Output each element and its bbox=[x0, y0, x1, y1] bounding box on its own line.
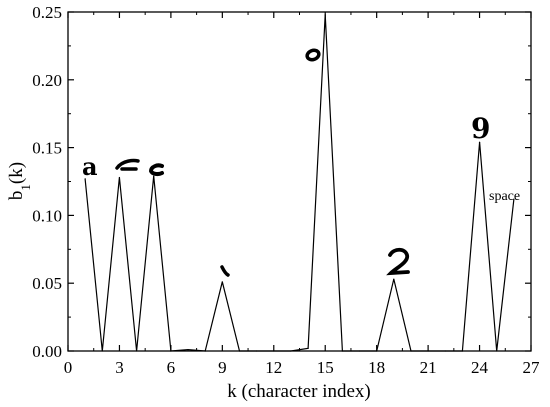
x-tick-label: 24 bbox=[471, 358, 489, 377]
data-point bbox=[444, 350, 446, 352]
data-point bbox=[238, 350, 241, 352]
data-point bbox=[153, 175, 155, 177]
y-axis-title-main: b bbox=[6, 191, 27, 201]
x-tick-label: 21 bbox=[420, 358, 437, 377]
data-point bbox=[410, 350, 412, 352]
x-tick-label: 9 bbox=[218, 358, 227, 377]
y-tick-label: 0.10 bbox=[32, 206, 62, 225]
y-axis-title-sub: 1 bbox=[18, 184, 33, 191]
data-point bbox=[84, 178, 86, 180]
x-tick-label: 12 bbox=[265, 358, 282, 377]
y-tick-label: 0.20 bbox=[32, 71, 62, 90]
data-point bbox=[135, 350, 138, 352]
plot-frame bbox=[67, 11, 532, 352]
axis-ticks bbox=[67, 11, 532, 352]
data-point bbox=[187, 349, 189, 351]
glyph-a: a bbox=[82, 152, 98, 181]
data-point bbox=[170, 350, 172, 352]
y-axis-title: b1(k) bbox=[6, 162, 33, 200]
annotation-space: space bbox=[489, 189, 520, 204]
data-point bbox=[376, 350, 378, 352]
data-point bbox=[478, 141, 481, 143]
data-point bbox=[358, 350, 361, 352]
tick-labels: 0 3 6 9 12 15 18 21 24 27 0.00 0.05 0.10 0.15 0.20 0.25 bbox=[32, 3, 540, 377]
x-tick-label: 15 bbox=[317, 358, 334, 377]
x-tick-label: 3 bbox=[115, 358, 124, 377]
data-point bbox=[204, 350, 206, 352]
data-point bbox=[513, 198, 515, 200]
x-tick-label: 6 bbox=[167, 358, 176, 377]
glyph-c bbox=[148, 163, 164, 177]
glyph-2 bbox=[386, 247, 410, 276]
data-point bbox=[496, 350, 498, 352]
y-tick-label: 0.00 bbox=[32, 342, 62, 361]
y-tick-label: 0.05 bbox=[32, 274, 62, 293]
y-tick-label: 0.25 bbox=[32, 3, 62, 22]
data-point bbox=[221, 281, 223, 283]
data-point bbox=[256, 350, 258, 352]
glyph-9: 9 bbox=[471, 112, 490, 145]
glyph-o bbox=[305, 48, 321, 62]
data-point bbox=[341, 350, 343, 352]
data-point bbox=[273, 350, 275, 352]
x-tick-label: 0 bbox=[64, 358, 73, 377]
y-axis-title-tail: (k) bbox=[6, 162, 27, 184]
y-tick-label: 0.15 bbox=[32, 139, 62, 158]
data-point bbox=[324, 14, 326, 16]
series-line bbox=[84, 14, 515, 352]
peak-glyphs: a 9 bbox=[82, 48, 490, 277]
x-axis-title: k (character index) bbox=[227, 381, 370, 402]
data-point bbox=[118, 176, 121, 179]
glyph-tick bbox=[220, 265, 230, 277]
data-point bbox=[101, 350, 103, 352]
x-tick-label: 18 bbox=[368, 358, 385, 377]
data-point bbox=[461, 350, 464, 352]
data-point bbox=[393, 278, 395, 280]
data-points bbox=[84, 14, 515, 352]
data-point bbox=[307, 347, 309, 349]
data-point bbox=[427, 350, 429, 352]
data-point bbox=[290, 350, 292, 352]
x-tick-label: 27 bbox=[523, 358, 541, 377]
glyph-c-dash bbox=[115, 158, 140, 171]
